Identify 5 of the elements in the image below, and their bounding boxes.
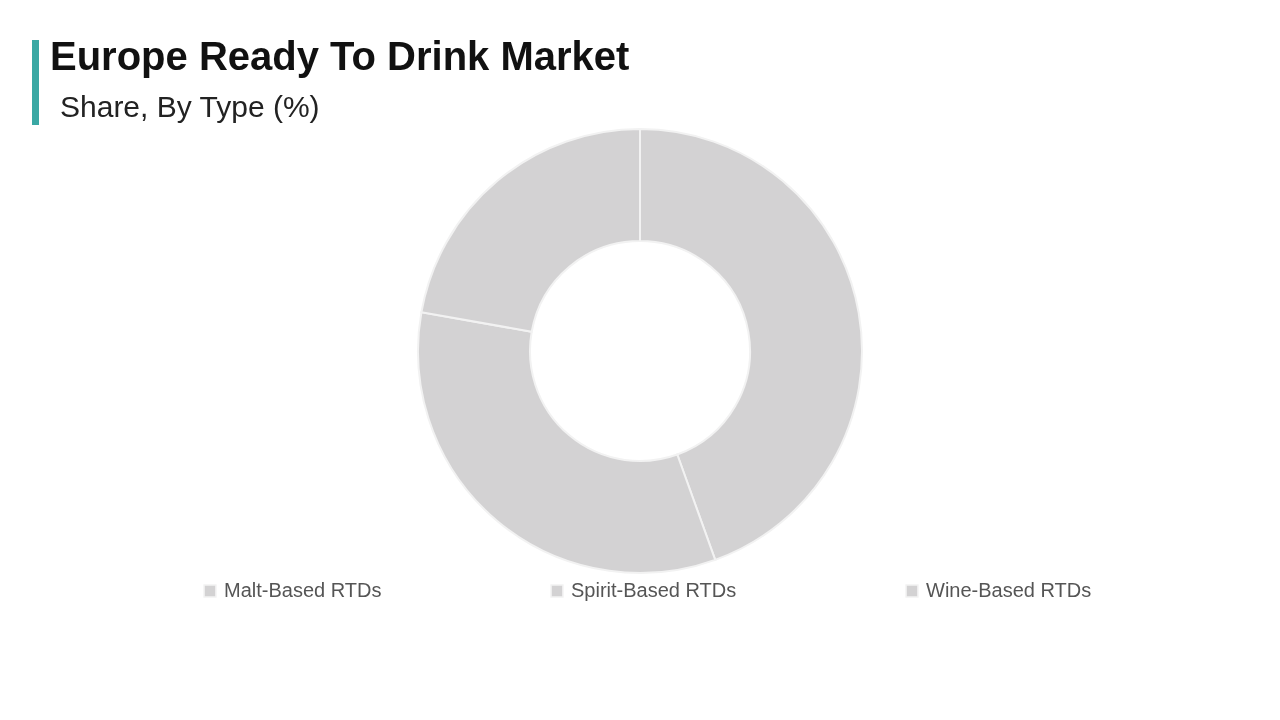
legend-label: Malt-Based RTDs	[224, 579, 382, 601]
chart-subtitle: Share, By Type (%)	[60, 90, 320, 124]
legend-label: Spirit-Based RTDs	[571, 579, 737, 601]
chart-title: Europe Ready To Drink Market	[50, 34, 630, 79]
legend-label: Wine-Based RTDs	[926, 579, 1092, 601]
